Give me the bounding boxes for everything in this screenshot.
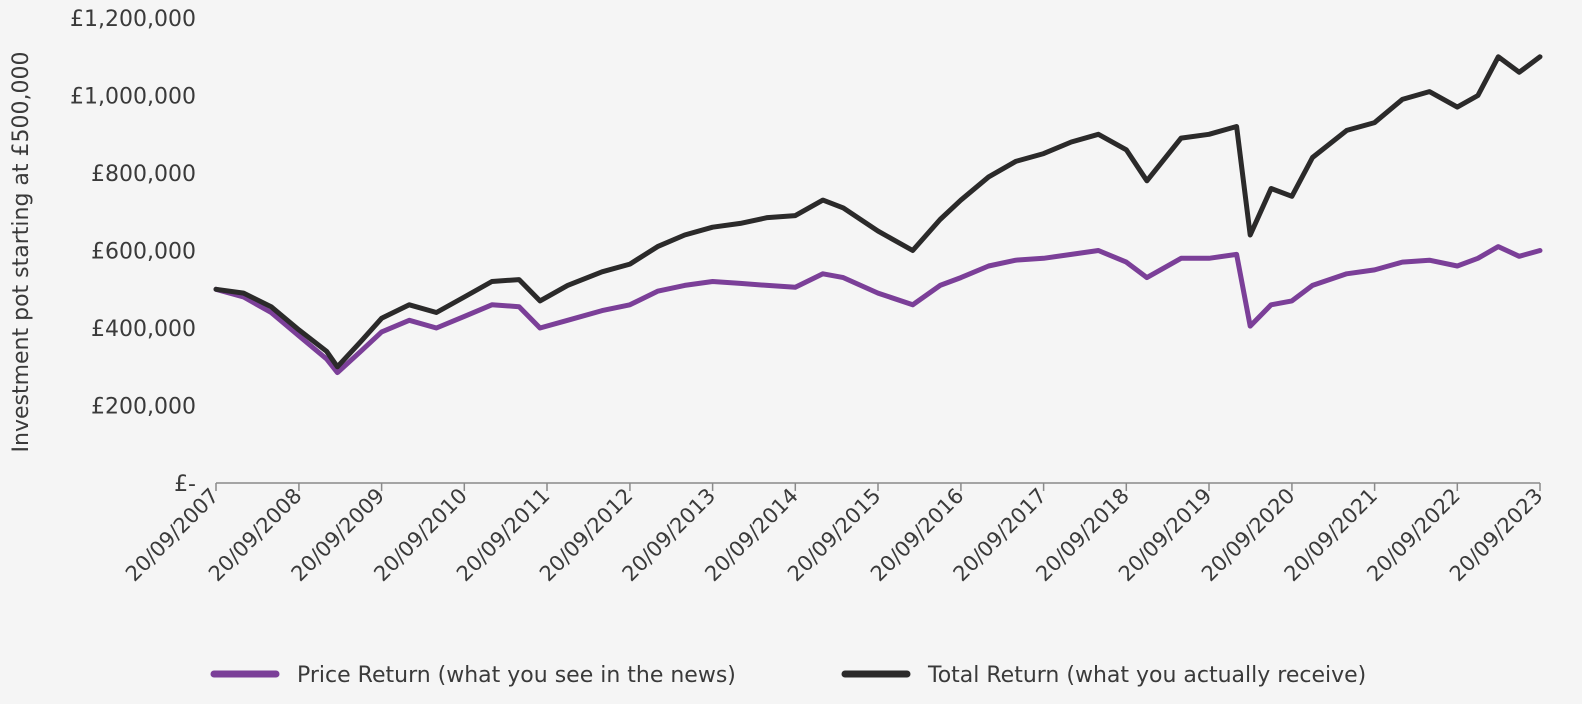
y-tick-label: £400,000 <box>91 317 196 342</box>
legend-label-price-return: Price Return (what you see in the news) <box>297 663 736 688</box>
x-axis: 20/09/200720/09/200820/09/200920/09/2010… <box>121 482 1548 586</box>
series-layer <box>213 54 1543 376</box>
y-tick-label: £- <box>174 472 196 497</box>
price-return-line <box>213 244 1543 376</box>
legend: Price Return (what you see in the news) T… <box>210 663 1366 688</box>
total-return-line <box>213 54 1543 370</box>
legend-label-total-return: Total Return (what you actually receive) <box>927 663 1366 688</box>
y-tick-label: £1,000,000 <box>70 85 196 110</box>
y-tick-label: £800,000 <box>91 162 196 187</box>
y-tick-label: £600,000 <box>91 240 196 265</box>
y-tick-label: £1,200,000 <box>70 7 196 32</box>
y-axis-title-group: Investment pot starting at £500,000 <box>9 52 34 453</box>
y-axis-ticks: £- £200,000 £400,000 £600,000 £800,000 £1,000… <box>70 7 196 497</box>
y-tick-label: £200,000 <box>91 395 196 420</box>
y-axis-title: Investment pot starting at £500,000 <box>9 52 34 453</box>
